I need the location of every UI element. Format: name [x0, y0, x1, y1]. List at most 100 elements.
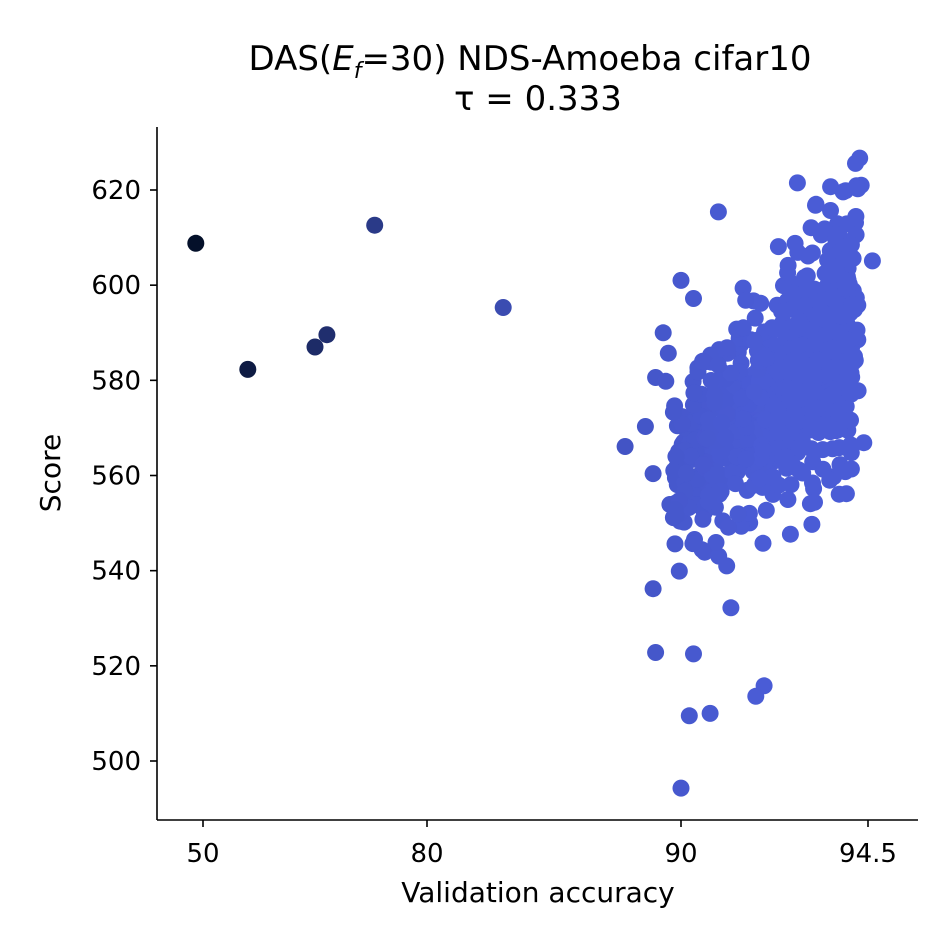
- cluster-point: [729, 505, 747, 523]
- cluster-point: [672, 779, 690, 797]
- y-tick-label: 500: [91, 747, 141, 777]
- cluster-point: [822, 202, 839, 219]
- cluster-point: [794, 464, 812, 482]
- cluster-point: [822, 178, 840, 196]
- title-subscript: f: [354, 59, 365, 84]
- y-tick-label: 600: [91, 271, 141, 301]
- outlier-point: [239, 360, 257, 378]
- cluster-point: [800, 357, 818, 375]
- x-axis-ticks: 50 80 90 94.5: [186, 820, 897, 869]
- cluster-point: [726, 475, 744, 493]
- cluster-point: [698, 429, 716, 447]
- cluster-point: [781, 525, 799, 543]
- cluster-point: [673, 415, 691, 433]
- cluster-point: [700, 486, 717, 504]
- outlier-point: [306, 338, 324, 356]
- x-tick-label: 50: [186, 839, 219, 869]
- cluster-point: [827, 225, 845, 243]
- cluster-point: [636, 418, 654, 435]
- x-tick-label: 80: [410, 839, 443, 869]
- cluster-point: [789, 413, 806, 431]
- cluster-point: [746, 309, 764, 327]
- cluster-point: [818, 326, 836, 344]
- cluster-point: [722, 364, 740, 382]
- cluster-point: [786, 234, 804, 252]
- cluster-point: [855, 434, 873, 452]
- outlier-point: [318, 326, 336, 344]
- cluster-point: [765, 396, 783, 414]
- cluster-point: [718, 557, 736, 575]
- cluster-point: [644, 465, 662, 483]
- cluster-point: [764, 468, 782, 486]
- cluster-point: [863, 252, 881, 270]
- cluster-point: [770, 423, 788, 441]
- cluster-point: [806, 306, 824, 324]
- cluster-point: [837, 485, 855, 503]
- cluster-point: [769, 238, 787, 256]
- cluster-point: [680, 707, 698, 725]
- cluster-point: [843, 296, 861, 314]
- cluster-point: [685, 290, 702, 307]
- cluster-point: [670, 562, 688, 580]
- title-e: E: [332, 39, 354, 79]
- cluster-point: [659, 344, 677, 362]
- cluster-point: [840, 331, 858, 349]
- chart-title-text: DAS(Ef=30) NDS-Amoeba cifar10: [249, 39, 812, 84]
- cluster-point: [831, 307, 849, 325]
- chart-subtitle: τ = 0.333: [454, 79, 622, 119]
- cluster-point: [803, 244, 821, 262]
- cluster-point: [842, 460, 860, 478]
- cluster-point: [837, 250, 855, 268]
- cluster-point: [709, 203, 727, 221]
- y-tick-label: 540: [91, 557, 141, 587]
- cluster-point: [682, 447, 700, 465]
- cluster-point: [754, 441, 772, 459]
- chart-title: DAS(Ef=30) NDS-Amoeba cifar10 τ = 0.333: [249, 39, 812, 119]
- cluster-point: [842, 236, 860, 254]
- cluster-point: [777, 448, 795, 466]
- cluster-point: [737, 450, 755, 468]
- cluster-point: [851, 149, 869, 167]
- title-suffix: =30) NDS-Amoeba cifar10: [361, 39, 811, 79]
- x-axis-label: Validation accuracy: [401, 876, 675, 909]
- cluster-point: [763, 319, 781, 337]
- cluster-point: [844, 353, 862, 371]
- cluster-point: [806, 493, 823, 511]
- cluster-point: [694, 510, 712, 528]
- cluster-point: [647, 644, 665, 661]
- cluster-point: [835, 271, 853, 289]
- cluster-point: [667, 507, 685, 524]
- cluster-point: [751, 469, 769, 487]
- cluster-point: [701, 704, 719, 722]
- cluster-point: [747, 687, 765, 705]
- cluster-point: [666, 535, 684, 553]
- x-tick-label: 90: [664, 839, 697, 869]
- cluster-point: [684, 535, 702, 553]
- cluster-point: [811, 420, 829, 437]
- cluster-point: [707, 534, 725, 551]
- cluster-point: [807, 196, 824, 214]
- cluster-point: [814, 460, 832, 478]
- cluster-point: [754, 534, 772, 552]
- cluster-point: [842, 436, 860, 454]
- cluster-point: [849, 180, 867, 198]
- cluster-point: [706, 386, 724, 404]
- cluster-point: [664, 403, 682, 421]
- cluster-point: [788, 174, 806, 192]
- cluster-point: [779, 491, 797, 508]
- cluster-point: [757, 501, 775, 519]
- cluster-point: [716, 429, 734, 447]
- y-axis-label: Score: [34, 434, 67, 512]
- cluster-point: [667, 448, 685, 465]
- cluster-point: [822, 386, 840, 404]
- cluster-point: [732, 389, 750, 407]
- cluster-point: [677, 464, 695, 482]
- cluster-point: [713, 414, 731, 432]
- cluster-point: [782, 476, 800, 494]
- cluster-point: [694, 352, 712, 370]
- cluster-point: [842, 411, 859, 429]
- cluster-point: [654, 324, 672, 342]
- cluster-point: [796, 269, 813, 286]
- outlier-point: [494, 299, 512, 316]
